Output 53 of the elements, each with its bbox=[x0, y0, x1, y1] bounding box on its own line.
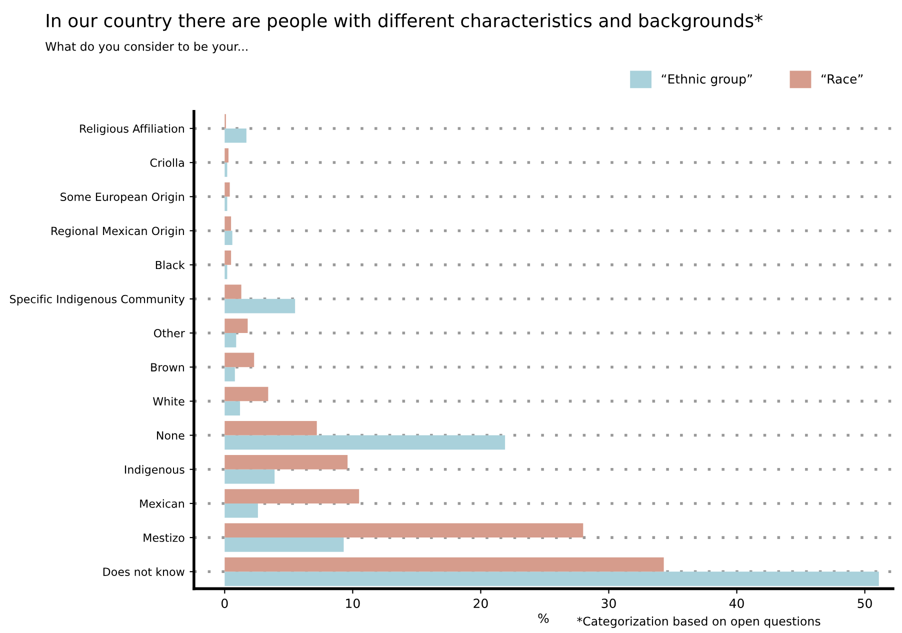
x-tick-label: 40 bbox=[729, 598, 744, 608]
y-tick-label: White bbox=[152, 396, 184, 406]
bar bbox=[224, 250, 232, 265]
bar bbox=[224, 162, 228, 177]
bar bbox=[224, 386, 268, 402]
y-tick-label: Criolla bbox=[150, 158, 184, 167]
y-tick-label: Mestizo bbox=[144, 533, 184, 542]
y-tick-label: Regional Mexican Origin bbox=[52, 226, 184, 238]
y-tick-label: Religious Affiliation bbox=[80, 124, 184, 135]
chart-title: In our country there are people with different characteristics and backgrounds* bbox=[46, 13, 763, 31]
bar bbox=[224, 352, 254, 368]
bar bbox=[224, 435, 506, 450]
x-axis-title: % bbox=[538, 614, 549, 623]
y-tick-label: Specific Indigenous Community bbox=[10, 294, 185, 306]
chart-subtitle: What do you consider to be your... bbox=[45, 42, 248, 54]
bar bbox=[224, 523, 584, 538]
legend-label: “Ethnic group” bbox=[662, 74, 752, 86]
bar bbox=[224, 489, 360, 504]
bar bbox=[224, 128, 246, 143]
x-tick-label: 30 bbox=[602, 598, 616, 608]
text: *Categorization based on open questions bbox=[577, 616, 820, 628]
bar bbox=[224, 196, 228, 211]
bar bbox=[224, 284, 242, 299]
bar bbox=[224, 148, 228, 163]
bar bbox=[224, 538, 344, 552]
y-tick-label: None bbox=[157, 431, 184, 440]
bar bbox=[224, 401, 240, 416]
bar bbox=[224, 298, 296, 314]
bar bbox=[224, 572, 879, 586]
y-tick-label: Other bbox=[154, 328, 185, 338]
y-tick-label: Indigenous bbox=[124, 465, 184, 476]
bar bbox=[224, 367, 235, 382]
y-tick-label: Black bbox=[156, 260, 185, 270]
bar bbox=[224, 182, 230, 197]
bar bbox=[224, 420, 317, 436]
bar bbox=[224, 503, 258, 518]
bar bbox=[224, 469, 275, 484]
y-tick-label: Brown bbox=[151, 363, 184, 372]
bar bbox=[224, 455, 348, 470]
x-tick-label: 10 bbox=[346, 598, 360, 608]
x-tick-label: 20 bbox=[474, 598, 488, 608]
bar bbox=[224, 216, 232, 231]
bar bbox=[224, 230, 232, 246]
x-tick-label: 50 bbox=[858, 598, 872, 608]
bar bbox=[224, 264, 228, 280]
y-tick-label: Does not know bbox=[103, 567, 184, 576]
y-tick-label: Some European Origin bbox=[60, 192, 184, 204]
y-tick-label: Mexican bbox=[140, 499, 184, 508]
bar bbox=[224, 318, 248, 334]
x-tick-label: 0 bbox=[222, 598, 228, 608]
legend-label: “Race” bbox=[822, 74, 863, 84]
bar bbox=[224, 333, 236, 348]
bar bbox=[224, 557, 664, 572]
